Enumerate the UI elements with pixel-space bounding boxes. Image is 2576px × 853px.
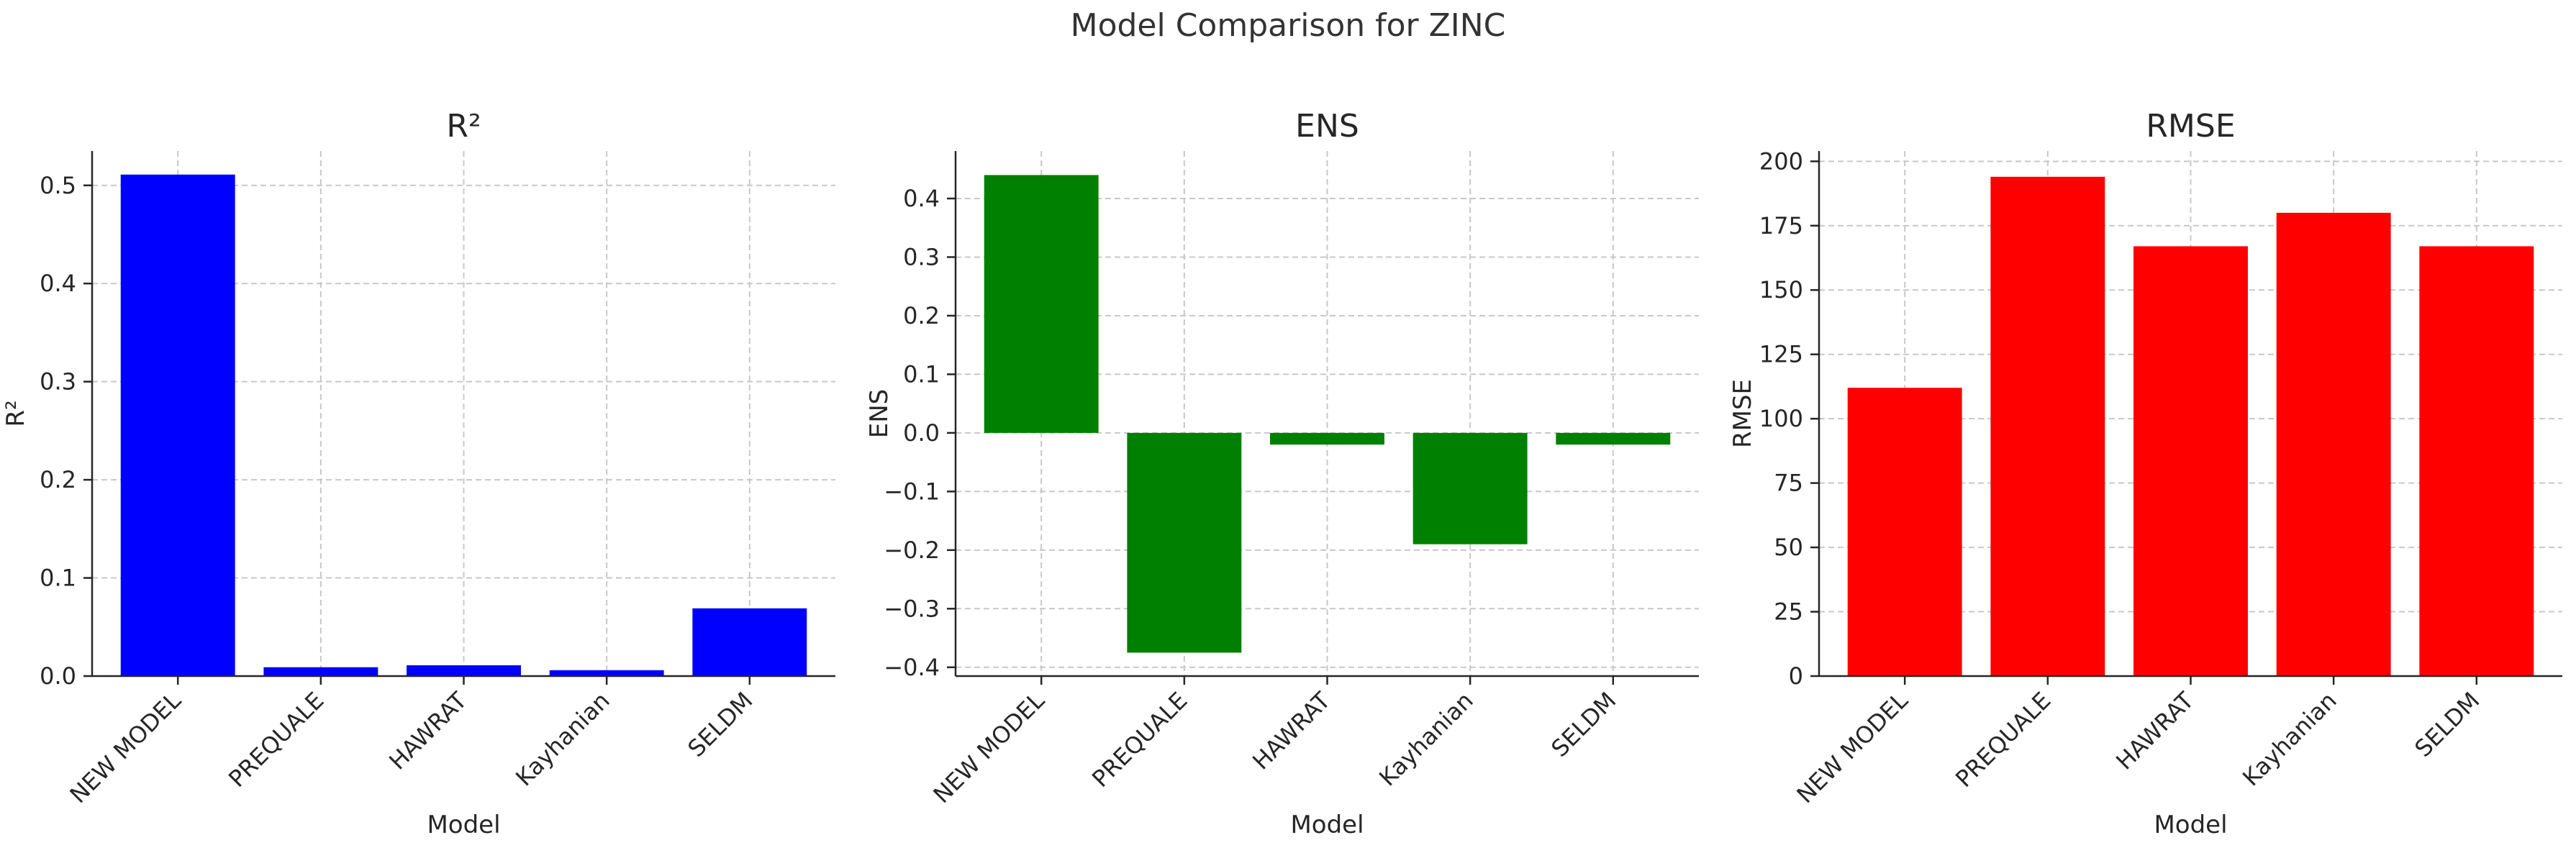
x-tick-label: Kayhanian [510, 687, 615, 792]
chart-2: −0.4 −0.3 −0.2 −0.1 0.0 0.1 0.2 0.3 0.4 NEW MODEL… [865, 108, 1699, 839]
bar-kayhanian [549, 670, 664, 676]
bar-new-model [984, 175, 1099, 433]
y-tick-label: 100 [1759, 405, 1803, 432]
y-tick-label: 0.1 [903, 360, 940, 388]
bar-kayhanian [2276, 212, 2391, 677]
bar-new-model [1847, 388, 1962, 676]
bar-prequale [1127, 432, 1242, 653]
bar-seldm [1556, 432, 1671, 445]
y-tick-label: −0.2 [884, 537, 940, 564]
x-tick-label: NEW MODEL [928, 687, 1050, 808]
y-tick-label: 0 [1789, 662, 1803, 690]
y-axis-label: R² [1, 400, 30, 426]
y-tick-label: 175 [1759, 212, 1803, 240]
x-axis-label: Model [427, 811, 500, 839]
y-tick-label: 75 [1774, 470, 1803, 497]
x-tick-label: NEW MODEL [65, 687, 186, 808]
x-tick-label: SELDM [1546, 687, 1621, 762]
y-axis-label: RMSE [1728, 379, 1757, 448]
x-tick-label: PREQUALE [1950, 687, 2056, 793]
chart-title: ENS [1295, 108, 1359, 145]
y-tick-label: 0.0 [40, 662, 76, 690]
bar-prequale [263, 667, 378, 676]
bar-seldm [2419, 246, 2534, 676]
x-axis-label: Model [1290, 811, 1364, 839]
bar-hawrat [407, 665, 521, 676]
y-tick-label: 0.0 [903, 419, 940, 447]
x-tick-label: PREQUALE [1087, 687, 1192, 793]
chart-3: 0 25 50 75 100 125 150 175 200 NEW MODEL PREQUALE H… [1728, 108, 2562, 839]
y-tick-label: 0.1 [40, 565, 76, 592]
y-tick-label: 25 [1774, 598, 1803, 626]
x-axis-label: Model [2154, 811, 2227, 839]
x-tick-label: SELDM [682, 687, 758, 762]
y-tick-label: 0.3 [903, 243, 940, 270]
y-tick-label: 50 [1774, 534, 1803, 561]
x-tick-label: SELDM [2409, 687, 2485, 762]
x-tick-label: HAWRAT [2110, 686, 2199, 775]
x-tick-label: PREQUALE [223, 687, 329, 793]
y-tick-label: −0.1 [884, 478, 940, 505]
x-tick-label: HAWRAT [384, 686, 472, 775]
y-tick-label: 0.2 [903, 302, 940, 329]
chart-title: R² [446, 108, 481, 145]
x-tick-label: Kayhanian [2237, 687, 2342, 792]
x-tick-label: Kayhanian [1374, 687, 1479, 792]
figure-title: Model Comparison for ZINC [1070, 7, 1506, 44]
y-tick-label: −0.4 [884, 654, 940, 681]
bar-kayhanian [1412, 432, 1528, 544]
chart-1: 0.0 0.1 0.2 0.3 0.4 0.5 NEW MODEL PREQUALE HAWRA… [1, 108, 835, 839]
y-axis-label: ENS [865, 389, 894, 439]
y-tick-label: 0.5 [40, 172, 76, 199]
y-tick-label: 0.2 [40, 466, 76, 493]
y-tick-label: −0.3 [884, 595, 940, 622]
bar-new-model [120, 174, 235, 676]
chart-title: RMSE [2146, 108, 2235, 145]
bar-hawrat [1270, 432, 1384, 445]
bar-prequale [1990, 176, 2105, 677]
y-tick-label: 200 [1759, 147, 1803, 175]
bar-hawrat [2133, 246, 2248, 676]
x-tick-label: HAWRAT [1247, 686, 1335, 775]
y-tick-label: 0.3 [40, 368, 76, 396]
bar-seldm [692, 608, 807, 676]
y-tick-label: 0.4 [40, 270, 76, 297]
y-tick-label: 125 [1759, 341, 1803, 368]
x-tick-label: NEW MODEL [1792, 687, 1913, 808]
y-tick-label: 150 [1759, 276, 1803, 304]
y-tick-label: 0.4 [903, 185, 940, 212]
